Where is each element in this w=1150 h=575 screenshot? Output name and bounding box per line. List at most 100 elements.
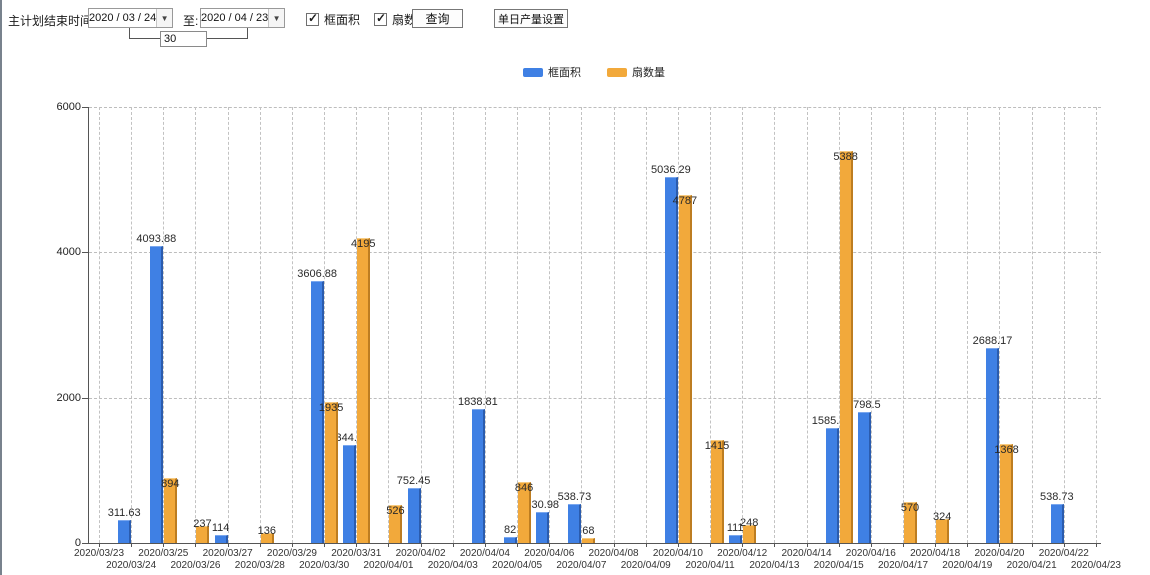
bar-value-label: 526 bbox=[386, 504, 405, 517]
x-gridline bbox=[645, 107, 647, 543]
query-button[interactable]: 查询 bbox=[412, 9, 463, 28]
date-from-picker[interactable]: 2020 / 03 / 24 ▼ bbox=[88, 8, 173, 28]
date-range-connector bbox=[204, 38, 248, 39]
bar-value-label: 538.73 bbox=[557, 490, 592, 503]
x-axis-tick bbox=[742, 543, 744, 547]
x-axis-tick bbox=[420, 543, 422, 547]
bar-扇数量-2020/03/25 bbox=[164, 478, 178, 543]
x-gridline bbox=[903, 107, 904, 543]
bar-chart-plot-area: 0 2000 4000 6000 2020/03/23 2020/03/24 2020/03… bbox=[57, 101, 1121, 571]
bar-value-label: 846 bbox=[514, 481, 534, 494]
x-gridline bbox=[613, 107, 615, 543]
date-to-dropdown-arrow-icon[interactable]: ▼ bbox=[268, 9, 284, 27]
x-axis-label: 2020/03/30 bbox=[299, 560, 350, 571]
bar-扇数量-2020/03/26 bbox=[196, 525, 210, 543]
window-left-edge bbox=[0, 0, 2, 575]
x-axis-label: 2020/04/21 bbox=[1006, 560, 1057, 571]
bar-value-label: 538.73 bbox=[1039, 490, 1074, 503]
y-gridline bbox=[89, 397, 1101, 399]
x-gridline bbox=[710, 107, 712, 543]
x-axis-tick bbox=[999, 543, 1001, 547]
x-axis-label: 2020/04/04 bbox=[459, 548, 510, 559]
x-axis-label: 2020/04/05 bbox=[492, 560, 543, 571]
x-axis-tick bbox=[99, 543, 100, 547]
date-range-connector bbox=[129, 28, 130, 39]
date-to-picker[interactable]: 2020 / 04 / 23 ▼ bbox=[200, 8, 285, 28]
x-axis-tick bbox=[806, 543, 808, 547]
x-axis-label: 2020/03/24 bbox=[106, 560, 157, 571]
bar-value-label: 1838.81 bbox=[458, 396, 498, 409]
x-axis-tick bbox=[677, 543, 679, 547]
x-axis-tick bbox=[484, 543, 486, 547]
bar-value-label: 4195 bbox=[351, 238, 376, 251]
x-axis-tick bbox=[291, 543, 293, 547]
x-gridline bbox=[774, 107, 776, 543]
bar-value-label: 752.45 bbox=[396, 475, 431, 488]
series-checkbox-group: 框面积 扇数量 bbox=[306, 11, 428, 28]
bar-框面积-2020/04/20 bbox=[986, 347, 1000, 543]
bar-扇数量-2020/03/28 bbox=[260, 533, 274, 543]
bar-value-label: 3606.88 bbox=[297, 267, 337, 280]
x-gridline bbox=[999, 107, 1001, 543]
bar-value-label: 1368 bbox=[994, 443, 1019, 456]
x-gridline bbox=[131, 107, 133, 543]
checkbox-frame-area[interactable]: 框面积 bbox=[306, 11, 360, 28]
bar-value-label: 1935 bbox=[318, 402, 344, 415]
daily-output-settings-button[interactable]: 单日产量设置 bbox=[494, 9, 568, 28]
x-gridline bbox=[1031, 107, 1033, 543]
bar-扇数量-2020/04/10 bbox=[678, 195, 692, 543]
checkbox-frame-area-box[interactable] bbox=[306, 11, 319, 26]
legend-swatch-icon bbox=[523, 67, 543, 77]
date-from-dropdown-arrow-icon[interactable]: ▼ bbox=[156, 9, 172, 27]
x-axis-label: 2020/03/25 bbox=[138, 548, 189, 559]
bar-value-label: 570 bbox=[900, 501, 920, 514]
x-axis-label: 2020/04/10 bbox=[652, 548, 703, 559]
bar-扇数量-2020/04/18 bbox=[936, 519, 950, 543]
x-axis-label: 2020/04/02 bbox=[395, 548, 446, 559]
bar-value-label: 111 bbox=[726, 521, 744, 534]
x-axis-tick bbox=[549, 543, 551, 547]
bar-扇数量-2020/04/17 bbox=[904, 501, 917, 543]
date-range-connector bbox=[247, 28, 248, 39]
x-axis-tick bbox=[259, 543, 261, 547]
legend-item: 扇数量 bbox=[607, 64, 665, 80]
bar-value-label: 1415 bbox=[704, 440, 730, 453]
x-axis-tick bbox=[774, 543, 776, 547]
x-axis-label: 2020/04/16 bbox=[845, 548, 896, 559]
date-to-value: 2020 / 04 / 23 bbox=[201, 12, 269, 24]
x-gridline bbox=[1063, 107, 1065, 543]
x-axis-label: 2020/04/17 bbox=[877, 560, 929, 571]
y-axis-tick bbox=[82, 397, 89, 399]
date-range-connector bbox=[129, 38, 160, 39]
x-axis-label: 2020/04/07 bbox=[556, 560, 607, 571]
to-label: 至: bbox=[183, 14, 199, 28]
date-from-value: 2020 / 03 / 24 bbox=[89, 12, 157, 24]
x-gridline bbox=[1095, 107, 1097, 543]
bar-框面积-2020/04/15 bbox=[825, 427, 839, 543]
bar-value-label: 237 bbox=[193, 517, 212, 530]
bar-框面积-2020/04/05 bbox=[504, 537, 518, 543]
bar-框面积-2020/03/25 bbox=[150, 245, 164, 543]
interval-days-input[interactable] bbox=[160, 31, 207, 47]
bar-value-label: 311.63 bbox=[107, 507, 141, 520]
x-axis-tick bbox=[903, 543, 904, 547]
y-axis-label: 2000 bbox=[56, 391, 81, 404]
bar-框面积-2020/04/07 bbox=[568, 503, 582, 543]
x-axis-label: 2020/04/15 bbox=[813, 560, 864, 571]
bar-value-label: 5388 bbox=[833, 151, 858, 164]
x-axis-label: 2020/04/09 bbox=[620, 560, 671, 571]
x-gridline bbox=[356, 107, 358, 543]
x-axis-tick bbox=[935, 543, 937, 547]
x-axis-label: 2020/04/22 bbox=[1038, 548, 1089, 559]
x-gridline bbox=[677, 107, 679, 543]
bar-value-label: 136 bbox=[257, 525, 276, 538]
checkbox-fan-count-box[interactable] bbox=[374, 11, 388, 26]
x-gridline bbox=[806, 107, 808, 543]
bar-框面积-2020/03/31 bbox=[343, 445, 357, 543]
x-axis-tick bbox=[613, 543, 615, 547]
x-axis-tick bbox=[131, 543, 133, 547]
bar-框面积-2020/03/27 bbox=[214, 534, 228, 543]
x-gridline bbox=[291, 107, 293, 543]
bar-扇数量-2020/04/12 bbox=[743, 524, 757, 543]
